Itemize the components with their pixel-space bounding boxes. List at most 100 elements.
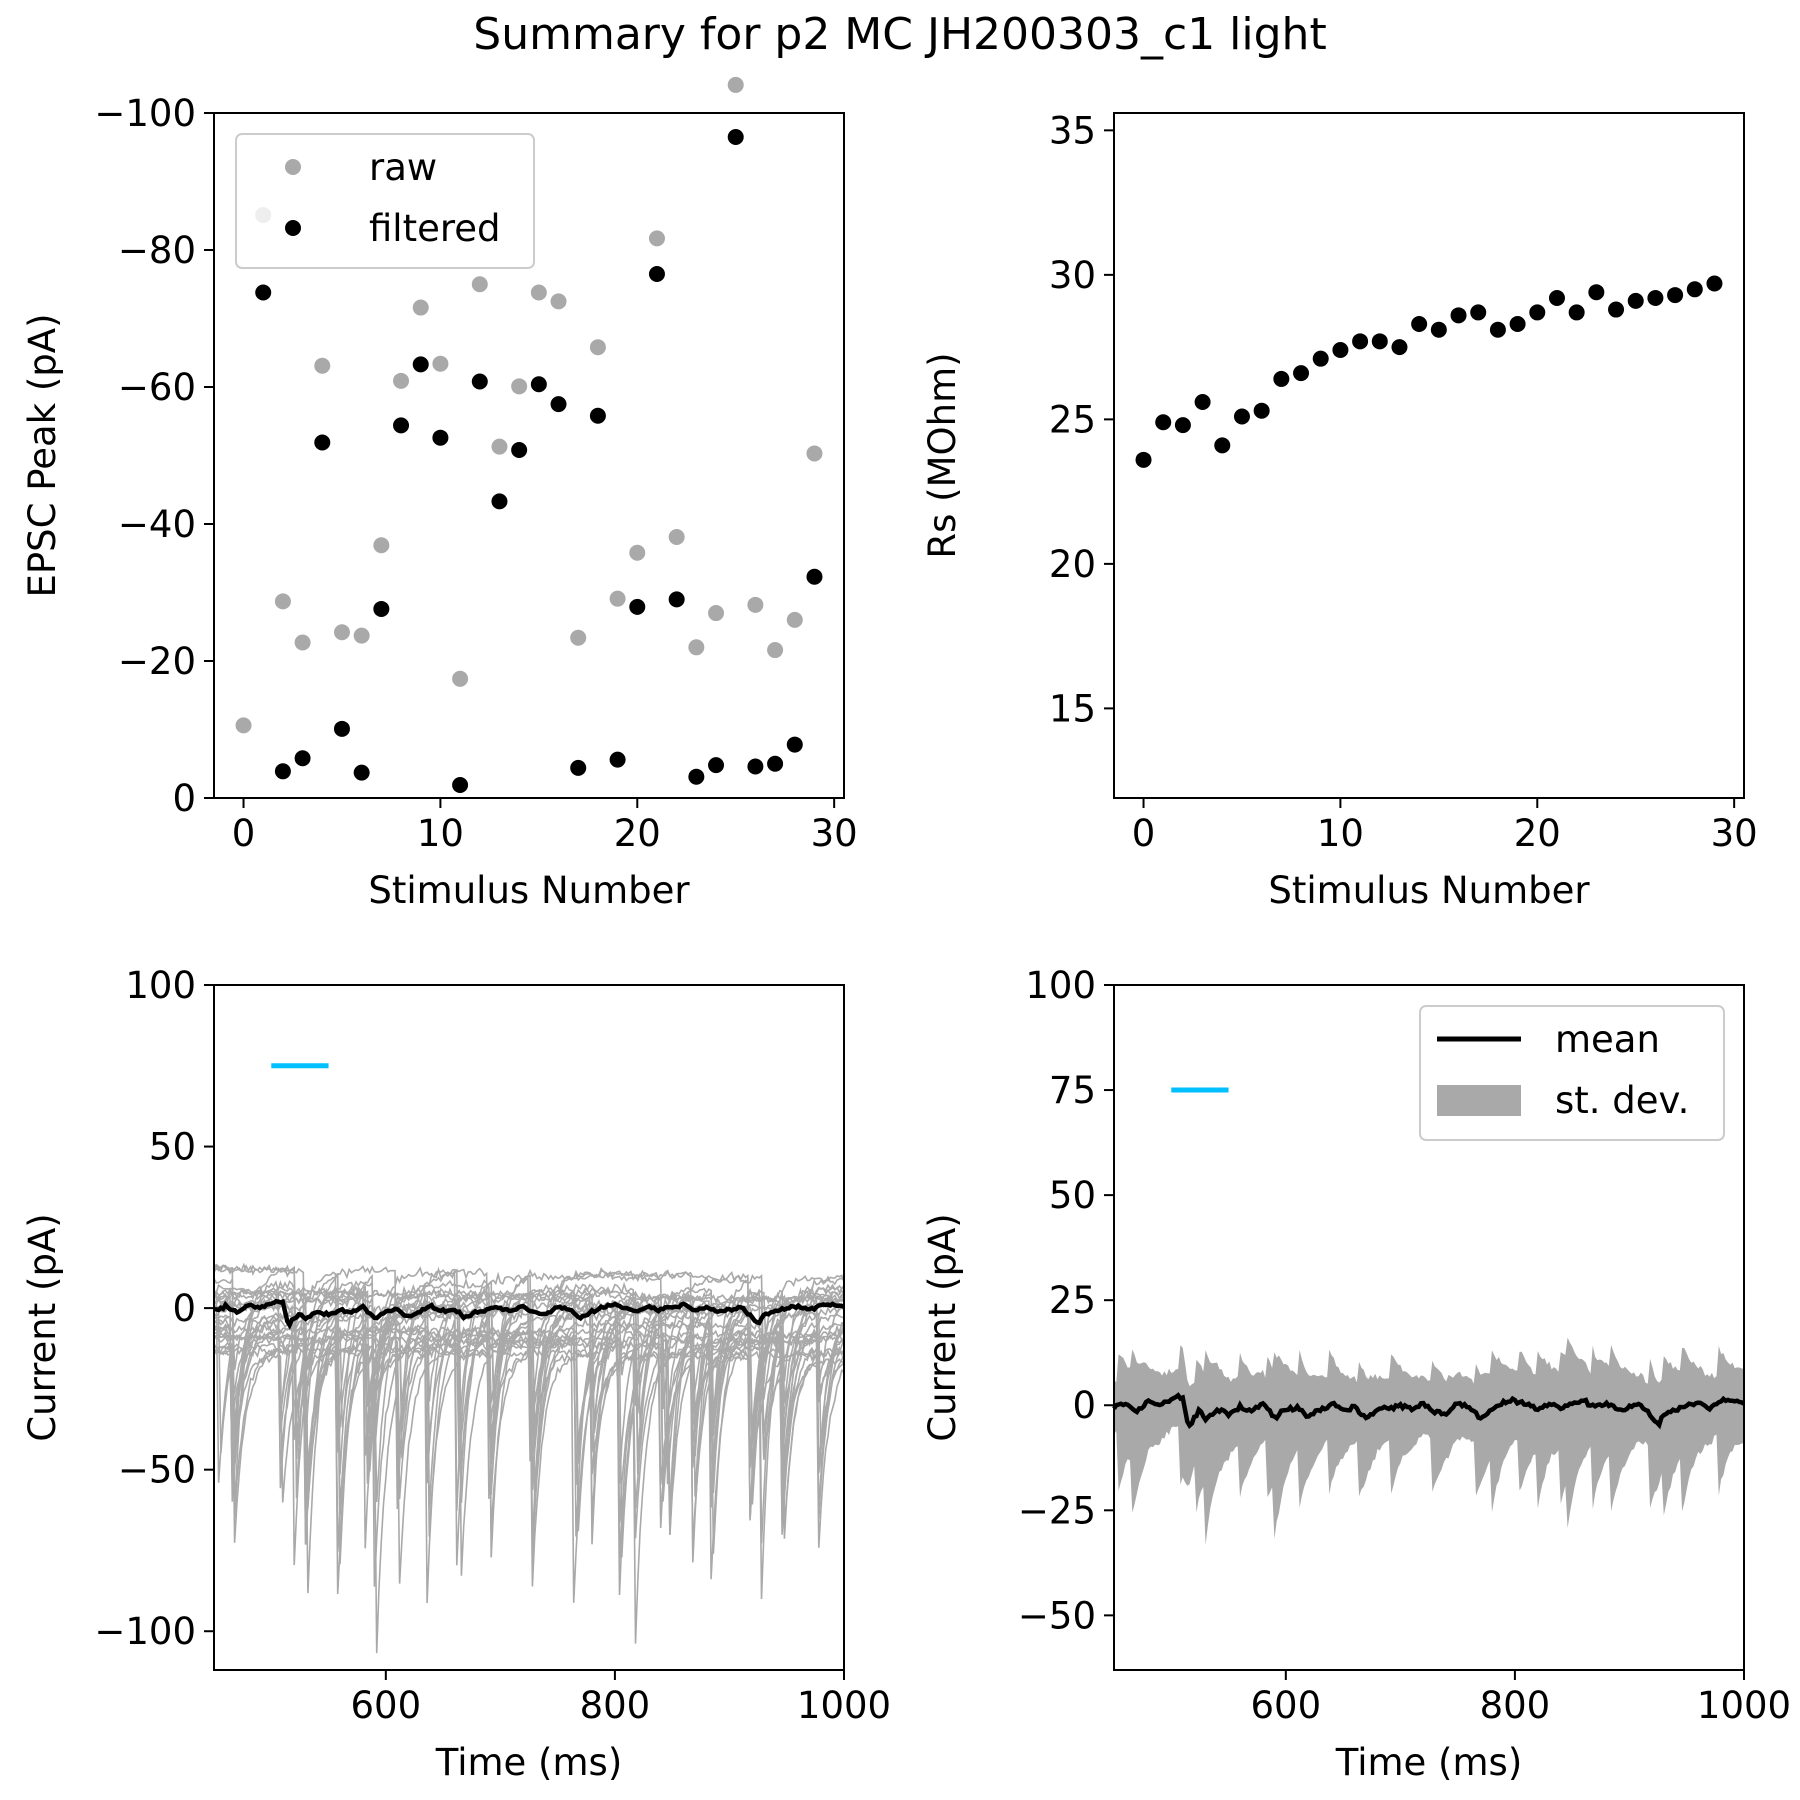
- rs-point: [1450, 307, 1467, 324]
- rs-point: [1391, 339, 1408, 356]
- raw-point: [589, 339, 606, 356]
- filtered-point: [806, 568, 823, 585]
- raw-point: [530, 284, 547, 301]
- y-tick-label: 100: [1025, 964, 1096, 1007]
- legend-filtered-label: filtered: [369, 207, 501, 250]
- filtered-point: [629, 598, 646, 615]
- raw-point: [274, 593, 291, 610]
- raw-point: [609, 590, 626, 607]
- rs-point: [1509, 315, 1526, 332]
- filtered-point: [609, 751, 626, 768]
- filtered-point: [786, 736, 803, 753]
- filtered-point: [570, 759, 587, 776]
- raw-point: [708, 605, 725, 622]
- filtered-point: [727, 128, 744, 145]
- raw-point: [747, 596, 764, 613]
- y-tick-label: 30: [1049, 254, 1096, 297]
- x-tick-label: 30: [811, 812, 858, 855]
- raw-point: [353, 627, 370, 644]
- filtered-point: [708, 757, 725, 774]
- y-tick-label: 0: [1072, 1384, 1096, 1427]
- rs-point: [1233, 408, 1250, 425]
- raw-point: [629, 544, 646, 561]
- filtered-point: [511, 442, 528, 459]
- current-trace: [214, 1347, 844, 1548]
- filtered-point: [589, 407, 606, 424]
- panel-mean-stdev: 600 800 1000 −50 −25 0 25 50 75 100 Time (ms) Curre…: [921, 964, 1791, 1784]
- filtered-point: [353, 764, 370, 781]
- y-axis-label: EPSC Peak (pA): [21, 313, 64, 597]
- legend-raw-marker: [285, 159, 301, 175]
- x-tick-label: 0: [1132, 812, 1156, 855]
- raw-point: [806, 445, 823, 462]
- filtered-point: [294, 750, 311, 767]
- raw-point: [491, 438, 508, 455]
- filtered-point: [471, 373, 488, 390]
- y-tick-label: −25: [1018, 1489, 1096, 1532]
- raw-point: [452, 670, 469, 687]
- rs-point: [1470, 304, 1487, 321]
- filtered-point: [452, 776, 469, 793]
- y-tick-label: −60: [118, 366, 196, 409]
- filtered-point: [668, 591, 685, 608]
- y-tick-label: −80: [118, 229, 196, 272]
- raw-point: [570, 629, 587, 646]
- raw-point: [511, 378, 528, 395]
- rs-point: [1647, 289, 1664, 306]
- rs-point: [1371, 333, 1388, 350]
- raw-point: [393, 372, 410, 389]
- y-tick-label: 35: [1049, 109, 1096, 152]
- filtered-point: [688, 768, 705, 785]
- x-tick-label: 20: [614, 812, 661, 855]
- filtered-point: [491, 493, 508, 510]
- plot-frame: [1113, 112, 1745, 799]
- y-tick-label: 25: [1049, 1279, 1096, 1322]
- y-tick-label: 0: [172, 1287, 196, 1330]
- rs-point: [1411, 315, 1428, 332]
- plot-frame: [213, 984, 845, 1671]
- panel-series-resistance: 0 10 20 30 15 20 25 30 35 Stimulus Number Rs (MOhm…: [921, 109, 1758, 912]
- raw-point: [373, 537, 390, 554]
- raw-point: [786, 611, 803, 628]
- rs-point: [1489, 321, 1506, 338]
- raw-point: [767, 642, 784, 659]
- x-tick-label: 1000: [797, 1684, 891, 1727]
- x-tick-label: 800: [580, 1684, 651, 1727]
- mean-trace: [214, 1298, 844, 1330]
- legend-mean-stdev: mean st. dev.: [1419, 1005, 1725, 1141]
- mean-trace: [1112, 1392, 1746, 1430]
- raw-point: [412, 299, 429, 316]
- trace-group: [214, 1262, 844, 1654]
- filtered-point: [530, 376, 547, 393]
- filtered-point: [373, 600, 390, 617]
- panel-current-traces: 600 800 1000 −100 −50 0 50 100 Time (ms) Current …: [21, 964, 891, 1784]
- filtered-point: [550, 396, 567, 413]
- x-axis-label: Time (ms): [435, 1741, 623, 1784]
- filtered-point: [274, 763, 291, 780]
- y-tick-label: −50: [118, 1449, 196, 1492]
- y-tick-label: 20: [1049, 543, 1096, 586]
- raw-point: [648, 230, 665, 247]
- rs-point: [1293, 365, 1310, 382]
- legend-frame: [235, 133, 535, 269]
- rs-point: [1174, 417, 1191, 434]
- legend-mean-label: mean: [1555, 1018, 1660, 1061]
- rs-point: [1194, 394, 1211, 411]
- y-tick-label: −100: [94, 1610, 196, 1653]
- raw-point: [550, 293, 567, 310]
- raw-point: [688, 639, 705, 656]
- filtered-point: [648, 265, 665, 282]
- y-tick-label: 25: [1049, 398, 1096, 441]
- rs-point: [1667, 287, 1684, 304]
- current-trace: [214, 1330, 844, 1644]
- x-tick-label: 20: [1514, 812, 1561, 855]
- filtered-point: [333, 720, 350, 737]
- rs-point: [1273, 370, 1290, 387]
- raw-point: [314, 357, 331, 374]
- rs-point: [1430, 321, 1447, 338]
- y-tick-label: 15: [1049, 687, 1096, 730]
- raw-point: [727, 76, 744, 93]
- current-trace: [214, 1262, 844, 1600]
- legend-stdev-label: st. dev.: [1555, 1079, 1689, 1122]
- raw-point: [235, 717, 252, 734]
